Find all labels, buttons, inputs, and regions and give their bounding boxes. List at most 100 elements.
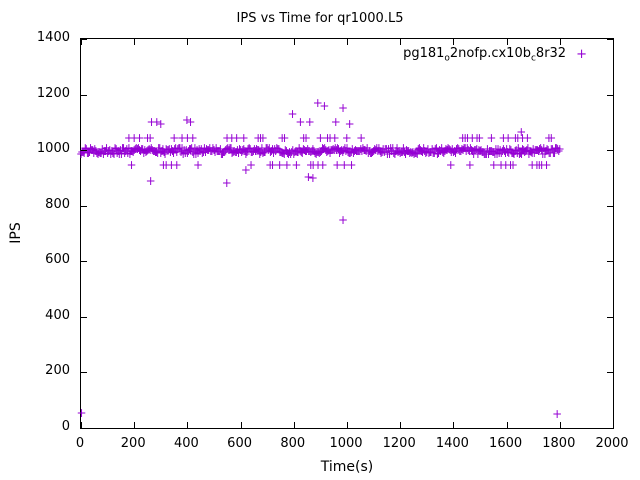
data-point: + <box>212 144 223 159</box>
data-point: + <box>516 147 527 162</box>
data-point: + <box>310 145 321 160</box>
data-point: + <box>227 146 238 161</box>
data-point: + <box>423 146 434 161</box>
data-point: + <box>491 146 503 161</box>
data-point: + <box>506 145 517 160</box>
data-point: + <box>446 144 457 159</box>
x-tick-label: 800 <box>280 436 306 451</box>
data-point: + <box>376 145 387 160</box>
tick-mark <box>293 39 295 45</box>
data-point: + <box>517 131 528 146</box>
legend-label-part: 2nofp.cx10b <box>449 46 531 61</box>
data-point: + <box>277 146 288 161</box>
data-point: + <box>449 143 460 158</box>
tick-mark <box>240 39 242 45</box>
data-point: + <box>495 143 506 158</box>
data-point: + <box>250 144 261 159</box>
tick-mark <box>81 261 87 263</box>
data-point: + <box>543 143 554 158</box>
data-point: + <box>348 145 359 160</box>
data-point: + <box>503 131 514 146</box>
data-point: + <box>182 131 193 146</box>
data-point: + <box>145 131 156 146</box>
data-point: + <box>489 146 500 161</box>
data-point: + <box>247 144 258 159</box>
data-point: + <box>279 146 290 161</box>
data-point: + <box>146 115 157 130</box>
data-point: + <box>439 144 450 159</box>
data-point: + <box>467 144 478 159</box>
data-point: + <box>97 142 108 157</box>
data-point: + <box>515 146 526 161</box>
data-point: + <box>543 131 554 146</box>
tick-mark <box>607 150 613 152</box>
tick-mark <box>613 422 614 428</box>
data-point: + <box>115 143 126 158</box>
data-point: + <box>187 131 198 146</box>
data-point: + <box>541 157 552 172</box>
y-axis-label: IPS <box>8 222 24 244</box>
data-point: + <box>527 157 538 172</box>
data-point: + <box>422 141 433 156</box>
data-point: + <box>145 143 156 158</box>
data-point: + <box>134 131 145 146</box>
y-tick-label: 800 <box>45 196 70 212</box>
data-point: + <box>545 145 556 160</box>
data-point: + <box>455 144 466 159</box>
data-point: + <box>303 144 314 159</box>
data-point: + <box>445 142 456 157</box>
data-point: + <box>457 131 468 146</box>
tick-mark <box>81 422 82 428</box>
data-point: + <box>317 140 328 155</box>
data-point: + <box>522 131 533 146</box>
data-point: + <box>140 144 151 159</box>
tick-mark <box>559 39 561 45</box>
data-point: + <box>457 142 468 157</box>
data-point: + <box>179 142 190 157</box>
tick-mark <box>400 39 402 45</box>
data-point: + <box>487 144 498 159</box>
data-point: + <box>291 158 302 173</box>
data-point: + <box>210 145 221 160</box>
data-point: + <box>207 140 218 155</box>
data-point: + <box>111 142 122 157</box>
data-point: + <box>261 140 272 155</box>
data-point: + <box>180 145 191 160</box>
data-point: + <box>161 141 172 156</box>
data-point: + <box>337 212 349 227</box>
data-point: + <box>549 146 560 161</box>
data-point: + <box>334 146 345 161</box>
data-point: + <box>554 141 565 156</box>
data-point: + <box>103 143 114 158</box>
data-point: + <box>401 143 412 158</box>
tick-mark <box>134 39 136 45</box>
data-point: + <box>217 146 228 161</box>
data-point: + <box>260 144 271 159</box>
data-point: + <box>330 141 341 156</box>
data-point: + <box>384 146 395 161</box>
data-point: + <box>229 144 240 159</box>
data-point: + <box>511 142 522 157</box>
data-point: + <box>513 140 524 155</box>
data-point: + <box>399 144 410 159</box>
data-point: + <box>411 145 422 160</box>
data-point: + <box>488 157 499 172</box>
data-point: + <box>395 145 406 160</box>
data-point: + <box>516 125 527 140</box>
data-point: + <box>252 142 263 157</box>
data-point: + <box>358 143 370 158</box>
tick-mark <box>81 94 87 96</box>
data-point: + <box>267 158 278 173</box>
data-point: + <box>431 140 442 155</box>
data-point: + <box>201 141 212 156</box>
data-point: + <box>181 142 192 157</box>
data-point: + <box>518 142 529 157</box>
legend-label-sub: c <box>530 53 536 64</box>
legend-label: pg181o2nofp.cx10bc8r32 <box>403 46 566 64</box>
y-tick-label: 1400 <box>36 30 70 45</box>
data-point: + <box>336 142 347 157</box>
data-point: + <box>256 140 267 155</box>
data-point: + <box>393 144 404 159</box>
tick-mark <box>240 422 242 428</box>
data-point: + <box>257 130 268 145</box>
